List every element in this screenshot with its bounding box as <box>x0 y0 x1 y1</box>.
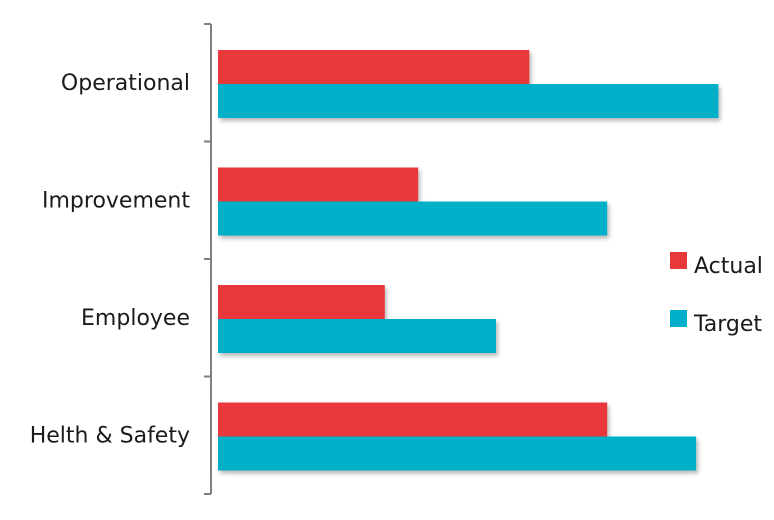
category-labels: Operational Improvement Employee Helth & Sa… <box>30 71 191 449</box>
bar-target-helth-safety <box>218 436 697 471</box>
legend-item-target: Target <box>670 310 762 337</box>
legend-swatch-target <box>670 310 687 327</box>
bar-target-improvement <box>218 201 608 236</box>
bar-actual-operational <box>218 50 530 84</box>
legend-label-target: Target <box>693 312 762 337</box>
legend: Actual Target <box>670 252 763 337</box>
bar-target-employee <box>218 319 496 353</box>
bar-actual-employee <box>218 285 385 319</box>
category-label-helth-safety: Helth & Safety <box>30 424 190 449</box>
bars-layer <box>218 50 719 471</box>
category-label-employee: Employee <box>81 306 190 331</box>
legend-swatch-actual <box>670 252 687 269</box>
bar-actual-helth-safety <box>218 402 608 437</box>
bar-actual-improvement <box>218 167 419 202</box>
legend-label-actual: Actual <box>694 254 763 279</box>
category-axis <box>204 23 212 495</box>
category-label-improvement: Improvement <box>42 189 190 214</box>
category-label-operational: Operational <box>61 71 190 96</box>
legend-item-actual: Actual <box>670 252 763 279</box>
bar-target-operational <box>218 84 719 118</box>
